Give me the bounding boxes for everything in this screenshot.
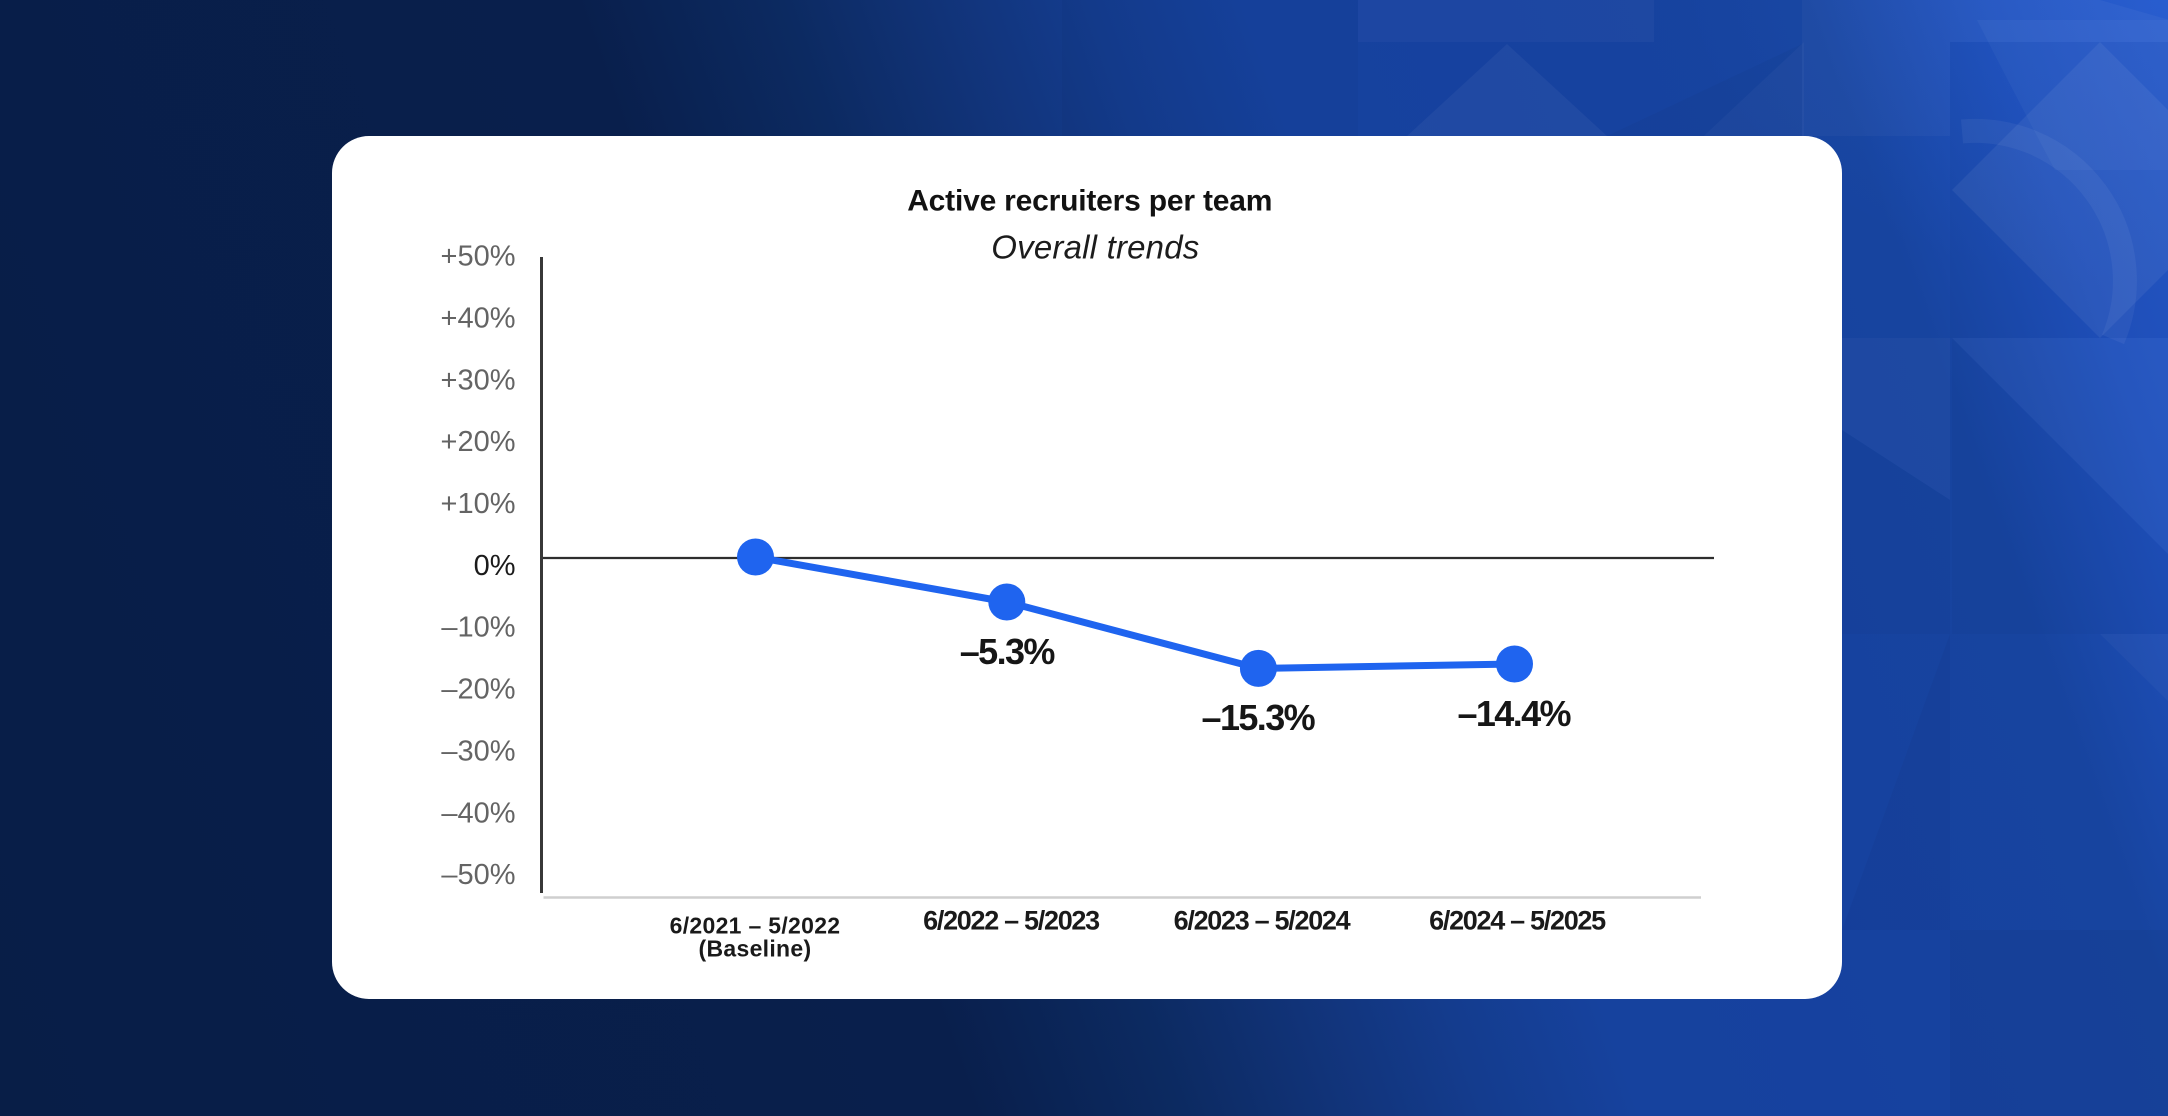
svg-text:+30%: +30% (441, 364, 516, 396)
svg-text:–10%: –10% (441, 612, 515, 644)
svg-text:–50%: –50% (441, 859, 515, 891)
svg-text:–20%: –20% (441, 674, 515, 706)
svg-text:–5.3%: –5.3% (960, 631, 1056, 672)
svg-text:+20%: +20% (441, 426, 516, 458)
svg-text:+50%: +50% (441, 241, 516, 273)
svg-text:–40%: –40% (441, 797, 515, 829)
svg-text:(Baseline): (Baseline) (699, 936, 812, 962)
svg-text:6/2021 – 5/2022: 6/2021 – 5/2022 (670, 913, 841, 939)
svg-text:Active recruiters per team: Active recruiters per team (907, 185, 1272, 218)
svg-text:–14.4%: –14.4% (1457, 693, 1571, 734)
svg-text:+40%: +40% (441, 303, 516, 335)
svg-text:–15.3%: –15.3% (1202, 697, 1316, 738)
svg-text:6/2023 – 5/2024: 6/2023 – 5/2024 (1174, 906, 1351, 936)
svg-text:6/2022 – 5/2023: 6/2022 – 5/2023 (923, 906, 1100, 936)
svg-text:0%: 0% (474, 550, 516, 582)
svg-text:+10%: +10% (441, 488, 516, 520)
svg-text:6/2024 – 5/2025: 6/2024 – 5/2025 (1429, 906, 1606, 936)
svg-text:Overall trends: Overall trends (991, 229, 1199, 266)
svg-text:–30%: –30% (441, 735, 515, 767)
